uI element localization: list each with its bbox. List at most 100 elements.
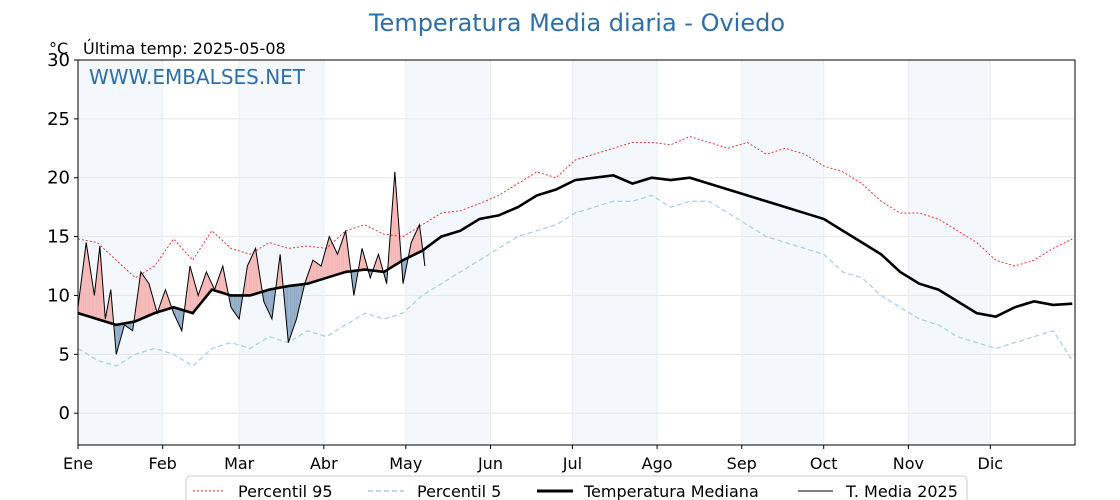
anomaly-above-fill: [136, 291, 139, 321]
y-tick-label: 0: [59, 403, 70, 424]
anomaly-below-fill: [233, 295, 236, 314]
anomaly-below-fill: [289, 285, 292, 339]
month-band-sep: [741, 60, 824, 445]
anomaly-above-fill: [194, 280, 196, 312]
watermark: WWW.EMBALSES.NET: [89, 65, 306, 89]
series-t-media-2025: [77, 171, 426, 355]
anomaly-above-fill: [164, 289, 166, 311]
anomaly-above-fill: [312, 260, 315, 283]
anomaly-below-fill: [293, 285, 296, 327]
x-tick-label-dic: Dic: [978, 454, 1004, 473]
anomaly-above-fill: [307, 271, 309, 284]
anomaly-above-fill: [87, 251, 89, 317]
anomaly-above-fill: [168, 297, 170, 309]
anomaly-below-fill: [131, 321, 133, 331]
anomaly-above-fill: [195, 285, 197, 310]
anomaly-above-fill: [165, 289, 167, 310]
anomaly-above-fill: [192, 275, 195, 314]
anomaly-above-fill: [344, 230, 346, 273]
series-temperatura-mediana: [77, 174, 1073, 327]
anomaly-above-fill: [360, 248, 363, 271]
anomaly-above-fill: [341, 238, 343, 274]
anomaly-below-fill: [176, 308, 178, 322]
x-tick-label-abr: Abr: [310, 454, 338, 473]
anomaly-above-fill: [203, 275, 206, 300]
anomaly-above-fill: [147, 281, 150, 317]
anomaly-above-fill: [220, 269, 222, 293]
anomaly-above-fill: [142, 273, 144, 319]
y-tick-label: 5: [59, 344, 70, 365]
anomaly-above-fill: [248, 260, 251, 296]
x-tick-label-oct: Oct: [810, 454, 838, 473]
series-layer: [77, 136, 1073, 367]
x-tick-label-mar: Mar: [224, 454, 255, 473]
anomaly-above-fill: [322, 256, 324, 280]
month-band-mar: [239, 60, 324, 445]
anomaly-above-fill: [200, 283, 203, 304]
chart-title: Temperatura Media diaria - Oviedo: [368, 9, 785, 37]
anomaly-below-fill: [266, 290, 268, 311]
y-tick-label: 15: [47, 227, 70, 248]
anomaly-above-fill: [251, 254, 253, 296]
anomaly-above-fill: [412, 236, 414, 256]
anomaly-below-fill: [269, 289, 271, 317]
anomaly-below-fill: [177, 308, 180, 325]
anomaly-above-fill: [393, 171, 395, 267]
anomaly-above-fill: [206, 271, 208, 297]
anomaly-below-fill: [404, 258, 406, 277]
y-tick-label: 25: [47, 109, 70, 130]
month-band-ene: [78, 60, 163, 445]
anomaly-above-fill: [419, 224, 421, 253]
anomaly-above-fill: [413, 233, 416, 255]
anomaly-below-fill: [297, 284, 300, 314]
anomaly-above-fill: [338, 246, 341, 275]
x-tick-label-feb: Feb: [149, 454, 177, 473]
anomaly-above-fill: [79, 285, 81, 314]
anomaly-above-fill: [86, 242, 88, 317]
legend-label-2025: T. Media 2025: [845, 482, 958, 500]
anomaly-above-fill: [310, 264, 312, 283]
series-percentil-95: [77, 136, 1073, 279]
anomaly-above-fill: [329, 236, 331, 277]
anomaly-above-fill: [83, 253, 85, 316]
anomaly-above-fill: [319, 265, 322, 280]
anomaly-below-fill: [285, 286, 287, 328]
anomaly-below-fill: [300, 284, 302, 302]
anomaly-above-fill: [94, 283, 96, 319]
anomaly-below-fill: [288, 285, 290, 343]
legend-label-p95: Percentil 95: [238, 482, 333, 500]
anomaly-above-fill: [82, 264, 84, 315]
anomaly-below-fill: [271, 288, 274, 320]
anomaly-above-fill: [205, 271, 207, 298]
month-band-nov: [908, 60, 991, 445]
anomaly-below-fill: [128, 322, 130, 329]
anomaly-above-fill: [144, 277, 147, 318]
anomaly-below-fill: [385, 270, 387, 284]
y-tick-label: 20: [47, 168, 70, 189]
anomaly-below-fill: [230, 295, 233, 310]
anomaly-above-fill: [98, 246, 100, 320]
anomaly-above-fill: [327, 236, 330, 278]
plot-frame: [77, 59, 1076, 446]
anomaly-above-fill: [314, 261, 316, 282]
anomaly-above-fill: [139, 271, 141, 320]
anomaly-above-fill: [325, 246, 327, 279]
anomaly-below-fill: [265, 290, 267, 308]
legend: Percentil 95 Percentil 5 Temperatura Med…: [185, 475, 968, 500]
anomaly-below-fill: [292, 285, 294, 331]
anomaly-above-fill: [311, 260, 313, 283]
anomaly-below-fill: [116, 324, 118, 355]
anomaly-below-fill: [129, 322, 132, 330]
anomaly-below-fill: [232, 295, 234, 312]
month-band-jul: [572, 60, 658, 445]
anomaly-above-fill: [415, 230, 417, 255]
anomaly-above-fill: [340, 242, 342, 274]
anomaly-below-fill: [117, 324, 119, 350]
y-tick-label: 10: [47, 285, 70, 306]
anomaly-above-fill: [330, 239, 333, 277]
y-axis: 0 5 10 15 20 25 30: [47, 50, 78, 424]
anomaly-above-fill: [397, 209, 399, 264]
anomaly-above-fill: [252, 251, 255, 295]
legend-box: [185, 475, 968, 500]
